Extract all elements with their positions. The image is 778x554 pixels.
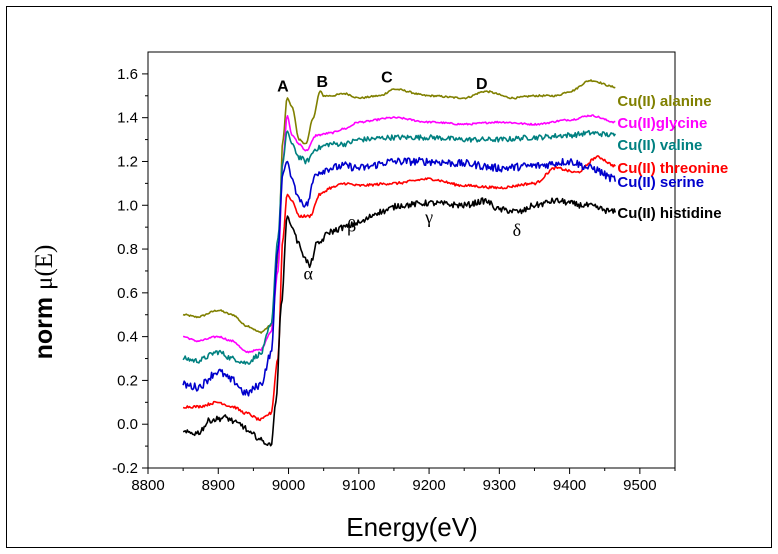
y-tick-label: 1.6 <box>117 66 138 83</box>
peak-label: D <box>476 76 488 93</box>
series-line-5 <box>182 197 617 447</box>
annotations: A B C Dα β γ δ <box>277 70 521 284</box>
x-axis-title: Energy(eV) <box>346 512 478 542</box>
x-tick-label: 9000 <box>272 477 305 494</box>
x-tick-label: 9500 <box>623 477 656 494</box>
x-tick-label: 9300 <box>483 477 516 494</box>
series-label: Cu(II) histidine <box>617 205 721 222</box>
x-tick-label: 9100 <box>342 477 375 494</box>
y-tick-label: 0.6 <box>117 285 138 302</box>
y-tick-label: 0.0 <box>117 416 138 433</box>
plot-area-border <box>147 51 676 469</box>
series-line-3 <box>182 155 616 422</box>
x-tick-label: 9200 <box>412 477 445 494</box>
chart-frame <box>6 6 772 548</box>
feature-label: δ <box>513 220 521 240</box>
series-label: Cu(II) threonine <box>617 160 728 177</box>
series-line-4 <box>182 156 617 397</box>
y-axis-title: norm μ(E) <box>30 245 58 360</box>
series-label: Cu(II) serine <box>617 174 704 191</box>
feature-label: α <box>303 264 313 284</box>
x-tick-label: 8900 <box>202 477 235 494</box>
curves <box>182 79 617 447</box>
y-tick-label: 1.4 <box>117 110 138 127</box>
y-tick-label: 0.4 <box>117 329 138 346</box>
y-tick-label: 0.8 <box>117 241 138 258</box>
peak-label: B <box>316 74 328 91</box>
series-label: Cu(II) valine <box>617 137 702 154</box>
series-line-2 <box>182 129 617 365</box>
series-label: Cu(II)glycine <box>617 115 707 132</box>
x-tick-label: 9400 <box>553 477 586 494</box>
axes: 8800 8900 9000 9100 9200 9300 9400 9500 -0.2 0.0 0… <box>112 51 676 494</box>
series-line-0 <box>182 79 616 334</box>
peak-label: C <box>381 70 393 87</box>
y-tick-label: 0.2 <box>117 372 138 389</box>
series-label: Cu(II) alanine <box>617 93 711 110</box>
series-labels: Cu(II) alanine Cu(II)glycine Cu(II) valine… <box>617 93 728 222</box>
y-tick-label: 1.2 <box>117 153 138 170</box>
series-line-1 <box>182 114 616 354</box>
y-tick-label: -0.2 <box>112 460 138 477</box>
feature-label: γ <box>424 207 433 227</box>
feature-label: β <box>347 216 356 236</box>
y-tick-label: 1.0 <box>117 197 138 214</box>
peak-label: A <box>277 78 289 95</box>
x-tick-label: 8800 <box>131 477 164 494</box>
